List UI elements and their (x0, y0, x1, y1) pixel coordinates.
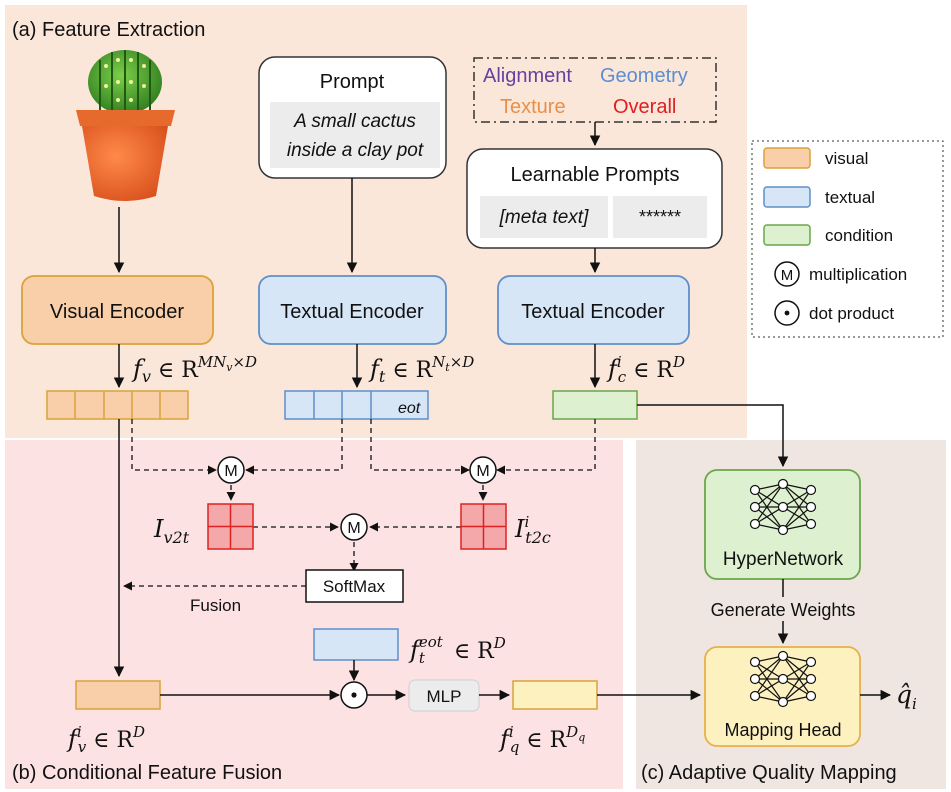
i-v2t-matrix (207, 503, 254, 550)
prompt-text-bg (270, 102, 440, 168)
i-t2c-matrix (460, 503, 507, 550)
svg-text:fv ∈ RMNv×D: fv ∈ RMNv×D (131, 353, 257, 386)
generate-weights-label: Generate Weights (711, 600, 856, 620)
visual-encoder-label: Visual Encoder (50, 301, 185, 323)
svg-text:M: M (224, 463, 237, 480)
textual-feature-tokens (284, 390, 429, 420)
textual-encoder-1-label: Textual Encoder (280, 301, 424, 323)
fusion-label: Fusion (190, 596, 241, 615)
visual-feature-tokens (46, 390, 189, 420)
softmax-box (305, 569, 404, 603)
legend-textual-label: textual (825, 188, 875, 207)
legend-swatch-condition (763, 224, 811, 246)
svg-text:M: M (781, 267, 794, 284)
svg-text:fiv ∈ RD: fi v ∈ RD (66, 723, 145, 756)
aspect-alignment: Alignment (483, 65, 572, 87)
panel-conditional-fusion (5, 440, 623, 789)
svg-text:q̂i: q̂i (896, 680, 917, 713)
f-t-eot-label: feot t ∈ RD (408, 633, 506, 667)
learnable-prompts-title: Learnable Prompts (511, 164, 680, 186)
meta-text: [meta text] (499, 207, 589, 228)
mapping-head-label: Mapping Head (724, 720, 841, 740)
softmax-label: SoftMax (323, 577, 386, 596)
quality-feature (512, 680, 598, 710)
meta-text-bg (480, 196, 608, 238)
condition-feature (552, 390, 638, 420)
multiply-node-center: M (340, 513, 368, 541)
legend-visual-label: visual (825, 149, 868, 168)
section-b-title: (b) Conditional Feature Fusion (12, 762, 282, 784)
neural-network-icon-top (749, 478, 817, 536)
textual-encoder-2 (497, 275, 690, 345)
visual-encoder (21, 275, 214, 345)
aspect-geometry: Geometry (600, 65, 688, 87)
hypernetwork-label: HyperNetwork (723, 549, 844, 570)
aspect-texture: Texture (500, 96, 566, 118)
stars-text: ****** (639, 207, 681, 227)
legend-condition-label: condition (825, 226, 893, 245)
eot-feature (313, 628, 399, 661)
textual-encoder-1 (258, 275, 447, 345)
mlp-label: MLP (427, 687, 462, 706)
prompt-title: Prompt (320, 71, 385, 93)
eot-token-label: eot (398, 400, 421, 417)
legend-swatch-visual (763, 147, 811, 169)
svg-text:fic ∈ RD: fi c ∈ RD (606, 353, 685, 386)
section-c-title: (c) Adaptive Quality Mapping (641, 762, 897, 784)
f-v-i-label: fi v ∈ RD (66, 723, 145, 756)
dot-product-node (340, 681, 368, 709)
section-a-title: (a) Feature Extraction (12, 19, 205, 41)
cactus-pot-image (76, 50, 175, 201)
f-v-label: fv ∈ RMNv×D (131, 353, 257, 386)
f-c-label: fi c ∈ RD (606, 353, 685, 386)
stars-bg (613, 196, 707, 238)
multiply-node-right: M (469, 456, 497, 484)
legend-swatch-textual (763, 186, 811, 208)
fused-visual-feature (75, 680, 161, 710)
multiply-node-left: M (217, 456, 245, 484)
legend-multiplication-icon: M (774, 261, 800, 287)
legend-multiplication-label: multiplication (809, 265, 907, 284)
q-hat-output: q̂i (896, 680, 917, 713)
mapping-head-box (704, 646, 861, 747)
svg-text:M: M (347, 520, 360, 537)
neural-network-icon-bottom (749, 650, 817, 708)
svg-text:M: M (476, 463, 489, 480)
legend-dot-product-label: dot product (809, 304, 894, 323)
textual-encoder-2-label: Textual Encoder (521, 301, 665, 323)
legend-dot-product-icon (774, 300, 800, 326)
aspect-overall: Overall (613, 96, 676, 118)
prompt-line-2: inside a clay pot (287, 140, 424, 161)
prompt-line-1: A small cactus (293, 111, 416, 132)
